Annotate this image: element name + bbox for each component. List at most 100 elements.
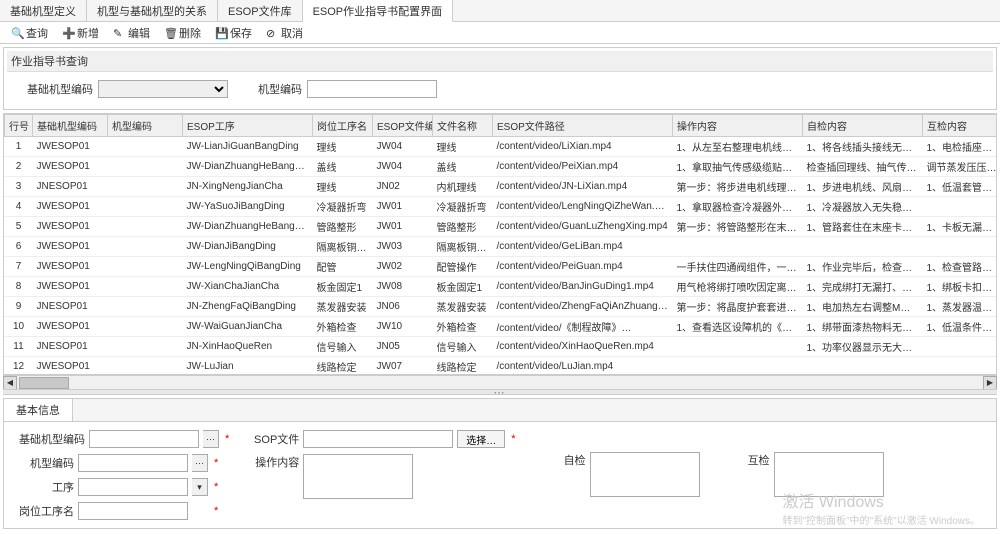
table-row[interactable]: 4JWESOP01JW-YaSuoJiBangDing冷凝器折弯JW01冷凝器折… <box>5 197 997 217</box>
process-field[interactable] <box>78 478 188 496</box>
op-content-field[interactable] <box>303 454 413 499</box>
table-cell: /content/video/LengNingQiZheWan.mp4 <box>493 197 673 217</box>
table-cell: JN-ZhengFaQiBangDing <box>183 297 313 317</box>
table-cell: /content/video/XinHaoQueRen.mp4 <box>493 337 673 357</box>
tab-model-relation[interactable]: 机型与基础机型的关系 <box>87 0 218 21</box>
base-model-lookup-icon[interactable]: ⋯ <box>203 430 219 448</box>
edit-button[interactable]: ✎编辑 <box>107 23 156 43</box>
table-cell: JWESOP01 <box>33 357 108 375</box>
table-row[interactable]: 12JWESOP01JW-LuJian线路检定JW07线路检定/content/… <box>5 357 997 375</box>
station-field[interactable] <box>78 502 188 520</box>
table-cell: 外箱检查 <box>433 317 493 337</box>
station-field-label: 岗位工序名 <box>19 503 74 519</box>
table-cell: JN06 <box>373 297 433 317</box>
scroll-left-arrow[interactable]: ◀ <box>3 376 17 390</box>
sop-file-field[interactable] <box>303 430 453 448</box>
browse-button[interactable]: 选择… <box>457 430 505 448</box>
table-cell <box>108 177 183 197</box>
grid-col-header[interactable]: 岗位工序名 <box>313 115 373 137</box>
table-cell: 盖线 <box>313 157 373 177</box>
grid-col-header[interactable]: 机型编码 <box>108 115 183 137</box>
table-cell: 管路整形 <box>313 217 373 237</box>
base-model-search-select[interactable] <box>98 80 228 98</box>
table-cell: 1、管路套住在末座卡槽无松动到底… <box>803 217 923 237</box>
table-cell: /content/video/LuJian.mp4 <box>493 357 673 375</box>
grid-col-header[interactable]: 操作内容 <box>673 115 803 137</box>
table-cell: 2 <box>5 157 33 177</box>
tab-esop-file-lib[interactable]: ESOP文件库 <box>218 0 303 21</box>
model-field[interactable] <box>78 454 188 472</box>
grid-col-header[interactable]: 行号 <box>5 115 33 137</box>
table-cell: 一手扶住四通阀组件，一手将排气管… <box>673 257 803 277</box>
table-row[interactable]: 11JNESOP01JN-XinHaoQueRen信号输入JN05信号输入/co… <box>5 337 997 357</box>
table-row[interactable]: 3JNESOP01JN-XingNengJianCha理线JN02内机理线/co… <box>5 177 997 197</box>
table-cell: /content/video/GeLiBan.mp4 <box>493 237 673 257</box>
grid-col-header[interactable]: 自检内容 <box>803 115 923 137</box>
table-row[interactable]: 5JWESOP01JW-DianZhuangHeBangDi…管路整形JW01管… <box>5 217 997 237</box>
scroll-right-arrow[interactable]: ▶ <box>983 376 997 390</box>
table-cell <box>108 357 183 375</box>
table-cell: 1、电加热左右调整M型插牢、未按… <box>803 297 923 317</box>
tab-esop-config[interactable]: ESOP作业指导书配置界面 <box>303 0 454 22</box>
trash-icon: 🗑 <box>164 27 176 39</box>
detail-tab-basic[interactable]: 基本信息 <box>4 399 73 421</box>
save-button[interactable]: 💾保存 <box>209 23 258 43</box>
grid-col-header[interactable]: ESOP工序 <box>183 115 313 137</box>
table-cell <box>803 357 923 375</box>
new-label: 新增 <box>77 25 99 41</box>
table-cell: JW04 <box>373 137 433 157</box>
main-tab-bar: 基础机型定义 机型与基础机型的关系 ESOP文件库 ESOP作业指导书配置界面 <box>0 0 1000 22</box>
table-cell: 4 <box>5 197 33 217</box>
table-cell: 11 <box>5 337 33 357</box>
query-button[interactable]: 🔍查询 <box>5 23 54 43</box>
detail-panel: 基本信息 基础机型编码 ⋯* 机型编码 ⋯* 工序 ▾* 岗位工序名 * SOP… <box>3 398 997 529</box>
table-cell: JW-LianJiGuanBangDing <box>183 137 313 157</box>
cancel-label: 取消 <box>281 25 303 41</box>
grid-col-header[interactable]: 文件名称 <box>433 115 493 137</box>
table-row[interactable]: 2JWESOP01JW-DianZhuangHeBangDi…盖线JW04盖线/… <box>5 157 997 177</box>
table-cell: 第一步：将步进电机线理入电器盘卡… <box>673 177 803 197</box>
self-check-field[interactable] <box>590 452 700 497</box>
table-cell: 1、拿取器检查冷凝器外设，并… <box>673 197 803 217</box>
table-cell: 12 <box>5 357 33 375</box>
delete-button[interactable]: 🗑删除 <box>158 23 207 43</box>
table-cell: JWESOP01 <box>33 217 108 237</box>
table-cell: 内机理线 <box>433 177 493 197</box>
delete-label: 删除 <box>179 25 201 41</box>
table-cell <box>108 337 183 357</box>
toolbar: 🔍查询 ➕新增 ✎编辑 🗑删除 💾保存 ⊘取消 <box>0 22 1000 44</box>
panel-splitter[interactable] <box>3 389 997 395</box>
model-search-input[interactable] <box>307 80 437 98</box>
table-row[interactable]: 9JNESOP01JN-ZhengFaQiBangDing蒸发器安装JN06蒸发… <box>5 297 997 317</box>
table-cell: 5 <box>5 217 33 237</box>
table-cell: /content/video/《制程故障》… <box>493 317 673 337</box>
table-cell: JN02 <box>373 177 433 197</box>
table-cell: JWESOP01 <box>33 317 108 337</box>
new-button[interactable]: ➕新增 <box>56 23 105 43</box>
table-row[interactable]: 7JWESOP01JW-LengNingQiBangDing配管JW02配管操作… <box>5 257 997 277</box>
mutual-check-field-label: 互检 <box>715 452 770 468</box>
table-cell: 理线 <box>313 137 373 157</box>
table-cell: 用气枪将绑打喷吹因定离边绑环气盘… <box>673 277 803 297</box>
table-cell: /content/video/ZhengFaQiAnZhuang.mp4 <box>493 297 673 317</box>
model-lookup-icon[interactable]: ⋯ <box>192 454 208 472</box>
table-cell: JW07 <box>373 357 433 375</box>
grid-col-header[interactable]: ESOP文件路径 <box>493 115 673 137</box>
mutual-check-field[interactable] <box>774 452 884 497</box>
table-cell: 7 <box>5 257 33 277</box>
cancel-button[interactable]: ⊘取消 <box>260 23 309 43</box>
table-row[interactable]: 1JWESOP01JW-LianJiGuanBangDing理线JW04理线/c… <box>5 137 997 157</box>
table-row[interactable]: 8JWESOP01JW-XianChaJianCha板金固定1JW08板金固定1… <box>5 277 997 297</box>
base-model-field[interactable] <box>89 430 199 448</box>
table-row[interactable]: 6JWESOP01JW-DianJiBangDing隔离板铜头固定JW03隔离板… <box>5 237 997 257</box>
scroll-thumb[interactable] <box>19 377 69 389</box>
table-row[interactable]: 10JWESOP01JW-WaiGuanJianCha外箱检查JW10外箱检查/… <box>5 317 997 337</box>
tab-base-model-def[interactable]: 基础机型定义 <box>0 0 87 21</box>
table-cell: JW03 <box>373 237 433 257</box>
grid-col-header[interactable]: ESOP文件编号 <box>373 115 433 137</box>
grid-col-header[interactable]: 互检内容 <box>923 115 997 137</box>
process-dropdown-icon[interactable]: ▾ <box>192 478 208 496</box>
table-cell: 信号输入 <box>433 337 493 357</box>
grid-col-header[interactable]: 基础机型编码 <box>33 115 108 137</box>
table-cell <box>108 257 183 277</box>
